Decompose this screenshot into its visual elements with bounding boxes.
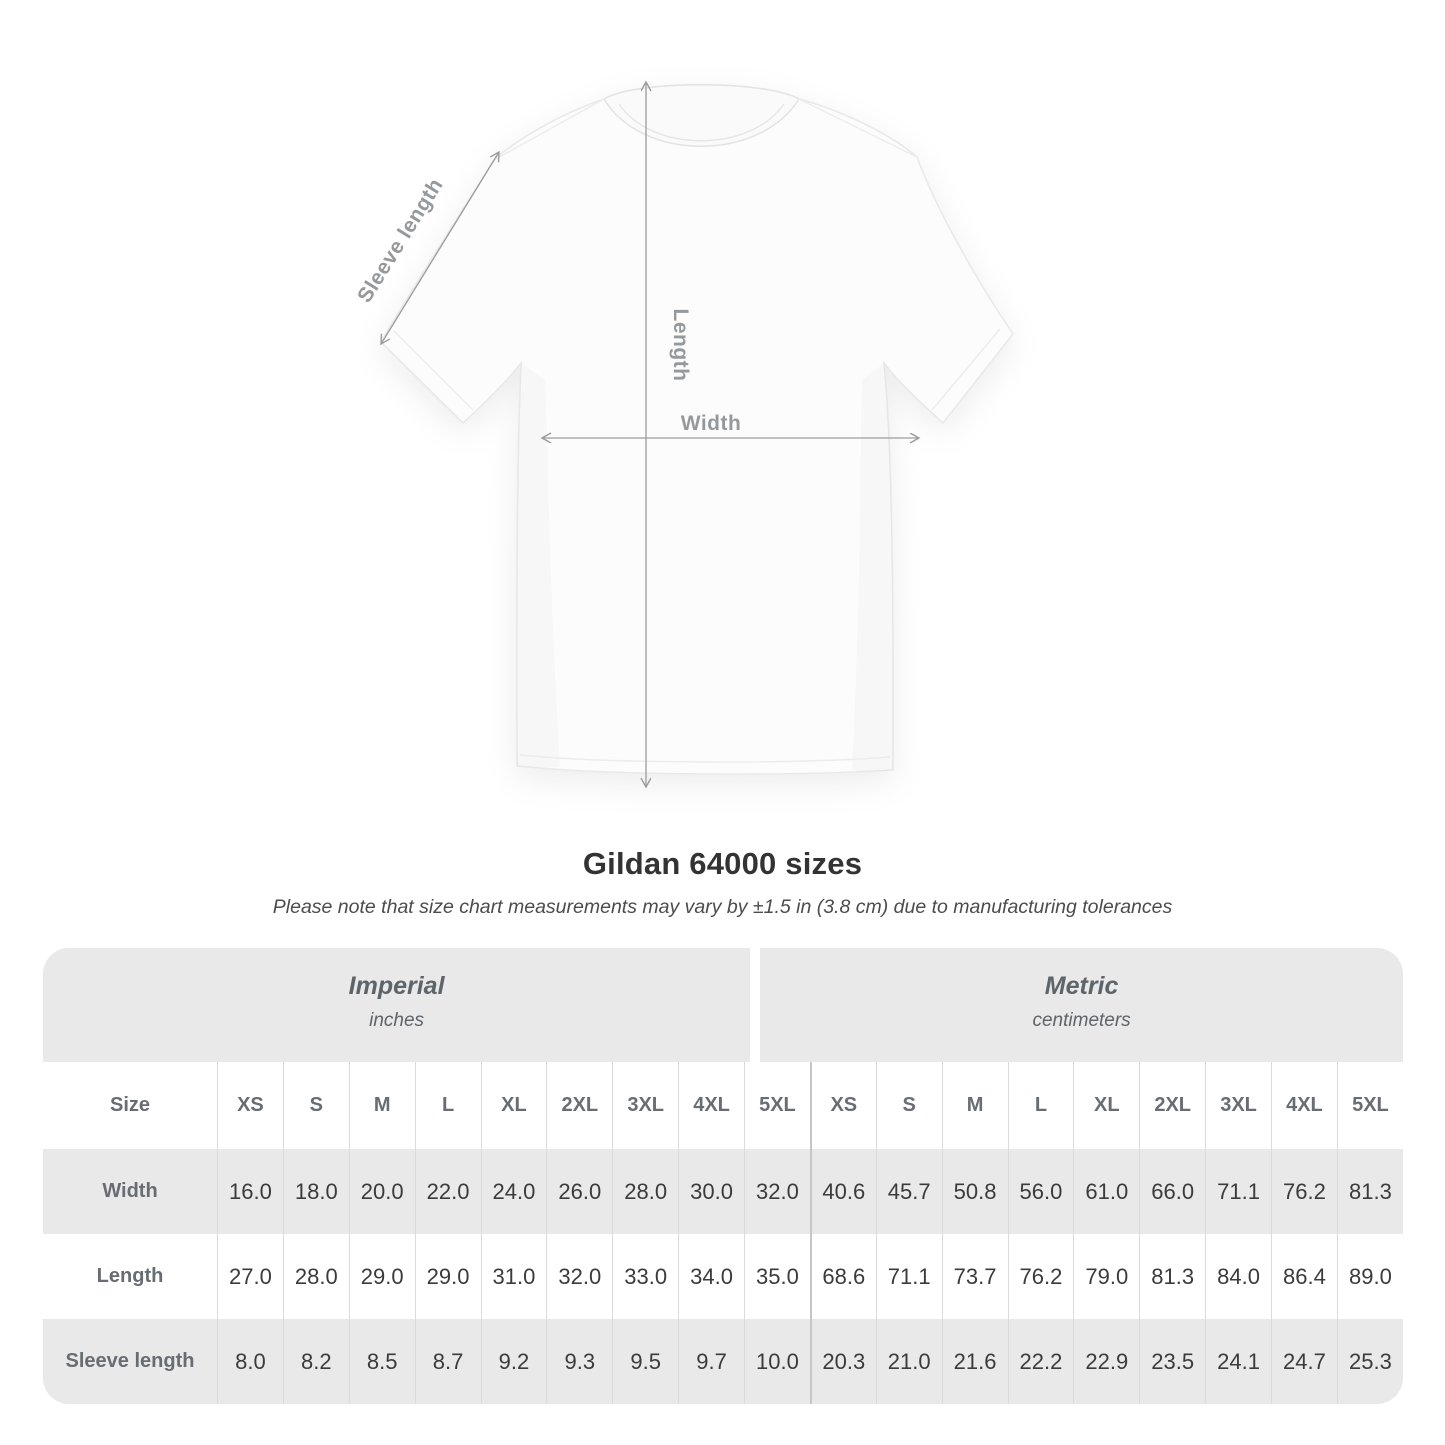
value-cell: 9.5 xyxy=(612,1319,678,1404)
value-cell: 29.0 xyxy=(348,1234,415,1319)
imperial-group-unit: inches xyxy=(369,1010,425,1031)
value-cell: 86.4 xyxy=(1271,1234,1337,1319)
tshirt-image xyxy=(379,84,1014,775)
metric-group-title: Metric xyxy=(1044,972,1119,1000)
value-cell: 32.0 xyxy=(546,1234,612,1319)
value-cell: 20.3 xyxy=(809,1319,876,1404)
size-column-header-imperial: 4XL xyxy=(678,1062,744,1149)
value-cell: 81.3 xyxy=(1139,1234,1205,1319)
size-column-header-imperial: M xyxy=(348,1062,415,1149)
size-column-header-imperial: 3XL xyxy=(612,1062,678,1149)
size-column-header-imperial: 2XL xyxy=(546,1062,612,1149)
value-cell: 66.0 xyxy=(1139,1149,1205,1234)
value-cell: 8.0 xyxy=(217,1319,283,1404)
size-column-header: Size xyxy=(109,1094,151,1116)
row-label: Sleeve length xyxy=(65,1350,195,1372)
page-title: Gildan 64000 sizes xyxy=(582,846,863,881)
value-cell: 28.0 xyxy=(282,1234,349,1319)
value-cell: 71.1 xyxy=(875,1234,942,1319)
size-column-header-metric: M xyxy=(941,1062,1008,1149)
value-cell: 34.0 xyxy=(678,1234,744,1319)
size-column-header-imperial: XL xyxy=(480,1062,547,1149)
value-cell: 28.0 xyxy=(612,1149,678,1234)
size-tolerance-note: Please note that size chart measurements… xyxy=(272,896,1173,918)
value-cell: 18.0 xyxy=(282,1149,349,1234)
value-cell: 23.5 xyxy=(1139,1319,1205,1404)
value-cell: 71.1 xyxy=(1205,1149,1271,1234)
size-column-header-metric: XL xyxy=(1073,1062,1139,1149)
imperial-group-header: Imperial inches xyxy=(43,948,751,1062)
value-cell: 9.3 xyxy=(546,1319,612,1404)
value-cell: 24.1 xyxy=(1205,1319,1271,1404)
value-cell: 32.0 xyxy=(744,1149,810,1234)
size-column-header-metric: 2XL xyxy=(1139,1062,1205,1149)
value-cell: 21.6 xyxy=(941,1319,1008,1404)
value-cell: 27.0 xyxy=(217,1234,283,1319)
size-column-header-metric: S xyxy=(875,1062,942,1149)
value-cell: 8.2 xyxy=(282,1319,349,1404)
value-cell: 84.0 xyxy=(1205,1234,1271,1319)
size-table: Size XS S M L XL 2XL 3XL 4XL 5XL XS S M L XL 2XL 3XL 4XL… xyxy=(43,1062,1403,1404)
metric-group-header: Metric centimeters xyxy=(760,948,1403,1062)
metric-group-unit: centimeters xyxy=(1032,1010,1131,1031)
value-cell: 25.3 xyxy=(1336,1319,1403,1404)
size-column-header-imperial: L xyxy=(414,1062,481,1149)
value-cell: 22.2 xyxy=(1007,1319,1074,1404)
size-column-header-metric: 4XL xyxy=(1271,1062,1337,1149)
value-cell: 22.9 xyxy=(1073,1319,1139,1404)
value-cell: 20.0 xyxy=(348,1149,415,1234)
table-row: Width 16.0 18.0 20.0 22.0 24.0 26.0 28.0 30.0 32.… xyxy=(43,1149,1403,1234)
value-cell: 29.0 xyxy=(414,1234,481,1319)
value-cell: 68.6 xyxy=(809,1234,876,1319)
table-row: Length 27.0 28.0 29.0 29.0 31.0 32.0 33.0 34.0 35… xyxy=(43,1234,1403,1319)
value-cell: 24.0 xyxy=(480,1149,547,1234)
size-column-header-metric: 3XL xyxy=(1205,1062,1271,1149)
value-cell: 9.2 xyxy=(480,1319,547,1404)
value-cell: 21.0 xyxy=(875,1319,942,1404)
value-cell: 89.0 xyxy=(1336,1234,1403,1319)
value-cell: 30.0 xyxy=(678,1149,744,1234)
value-cell: 26.0 xyxy=(546,1149,612,1234)
size-column-header-metric: L xyxy=(1007,1062,1074,1149)
value-cell: 81.3 xyxy=(1336,1149,1403,1234)
value-cell: 31.0 xyxy=(480,1234,547,1319)
value-cell: 22.0 xyxy=(414,1149,481,1234)
row-label: Length xyxy=(96,1265,164,1287)
value-cell: 73.7 xyxy=(941,1234,1008,1319)
value-cell: 24.7 xyxy=(1271,1319,1337,1404)
size-column-header-imperial: 5XL xyxy=(744,1062,810,1149)
value-cell: 79.0 xyxy=(1073,1234,1139,1319)
unit-group-header-band: Imperial inches Metric centimeters xyxy=(43,948,1403,1062)
tshirt-diagram: Sleeve length Length Width xyxy=(353,0,1014,840)
value-cell: 61.0 xyxy=(1073,1149,1139,1234)
size-column-header-imperial: S xyxy=(282,1062,349,1149)
value-cell: 56.0 xyxy=(1007,1149,1074,1234)
size-table-section: Imperial inches Metric centimeters Size … xyxy=(43,948,1403,1404)
value-cell: 76.2 xyxy=(1007,1234,1074,1319)
value-cell: 35.0 xyxy=(744,1234,810,1319)
value-cell: 9.7 xyxy=(678,1319,744,1404)
value-cell: 8.5 xyxy=(348,1319,415,1404)
value-cell: 45.7 xyxy=(875,1149,942,1234)
value-cell: 8.7 xyxy=(414,1319,481,1404)
table-row: Sleeve length 8.0 8.2 8.5 8.7 9.2 9.3 9.5 9.7 10.… xyxy=(43,1319,1403,1404)
value-cell: 76.2 xyxy=(1271,1149,1337,1234)
width-label: Width xyxy=(681,412,742,435)
size-column-header-metric: 5XL xyxy=(1336,1062,1403,1149)
row-label: Width xyxy=(102,1180,158,1202)
imperial-group-title: Imperial xyxy=(348,972,445,1000)
sizes-header-row: Size XS S M L XL 2XL 3XL 4XL 5XL XS S M L XL 2XL 3XL 4XL… xyxy=(43,1062,1403,1149)
size-column-header-imperial: XS xyxy=(217,1062,283,1149)
value-cell: 40.6 xyxy=(809,1149,876,1234)
value-cell: 50.8 xyxy=(941,1149,1008,1234)
size-column-header-metric: XS xyxy=(809,1062,876,1149)
value-cell: 16.0 xyxy=(217,1149,283,1234)
value-cell: 33.0 xyxy=(612,1234,678,1319)
length-label: Length xyxy=(669,309,692,382)
value-cell: 10.0 xyxy=(744,1319,810,1404)
sleeve-length-arrow xyxy=(381,152,499,344)
